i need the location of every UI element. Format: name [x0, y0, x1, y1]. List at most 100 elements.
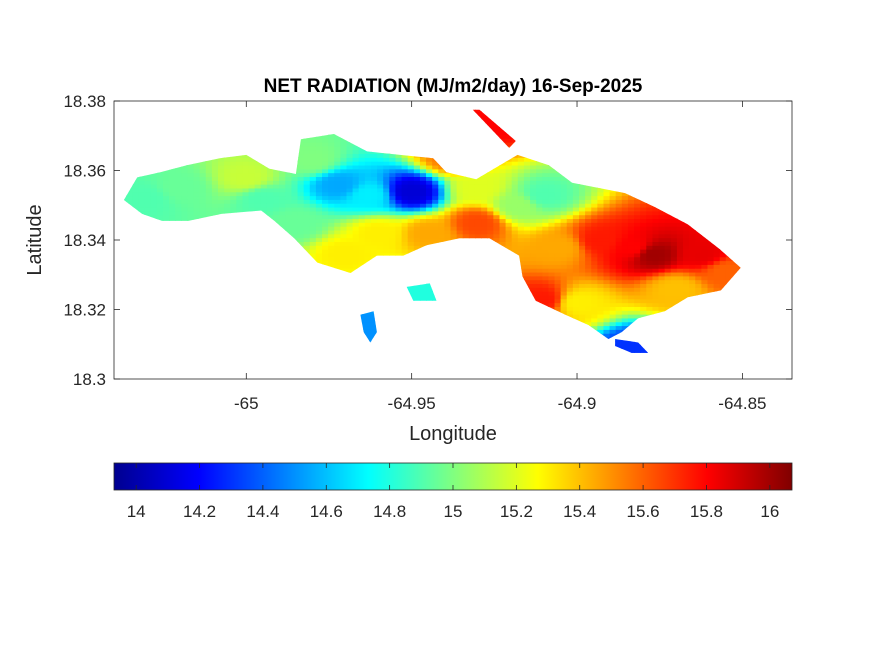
heatmap-cell — [242, 206, 250, 212]
heatmap-cell — [377, 184, 384, 189]
heatmap-cell — [505, 241, 513, 246]
heatmap-cell — [474, 214, 482, 220]
heatmap-cell — [309, 161, 317, 166]
heatmap-cell — [395, 153, 403, 158]
heatmap-cell — [279, 199, 286, 204]
heatmap-cell — [334, 241, 341, 246]
heatmap-cell — [370, 199, 378, 204]
heatmap-cell — [395, 249, 403, 254]
heatmap-cell — [456, 210, 464, 216]
heatmap-cell — [438, 229, 445, 235]
heatmap-cell — [254, 206, 262, 212]
heatmap-cell — [199, 184, 207, 189]
heatmap-cell — [481, 210, 488, 216]
heatmap-cell — [474, 229, 482, 235]
heatmap-cell — [273, 203, 280, 208]
heatmap-cell — [334, 252, 341, 258]
heatmap-cell — [413, 191, 421, 197]
heatmap-cell — [468, 199, 476, 204]
heatmap-cell — [419, 168, 427, 174]
heatmap-cell — [218, 164, 225, 170]
heatmap-cell — [370, 333, 378, 338]
heatmap-cell — [383, 214, 390, 220]
heatmap-cell — [352, 168, 360, 174]
heatmap-cell — [444, 191, 452, 197]
heatmap-cell — [370, 241, 378, 246]
heatmap-cell — [199, 195, 207, 200]
heatmap-cell — [370, 214, 378, 220]
heatmap-cell — [150, 191, 158, 197]
heatmap-cell — [162, 195, 170, 200]
heatmap-cell — [187, 168, 195, 174]
heatmap-cell — [346, 206, 354, 212]
heatmap-cell — [370, 325, 378, 330]
heatmap-cell — [181, 203, 189, 208]
heatmap-cell — [499, 191, 507, 197]
heatmap-cell — [132, 203, 140, 208]
heatmap-cell — [297, 210, 305, 216]
heatmap-cell — [175, 191, 182, 197]
heatmap-cell — [328, 203, 335, 208]
heatmap-cell — [493, 199, 501, 204]
heatmap-cell — [395, 199, 403, 204]
heatmap-cell — [303, 233, 311, 239]
heatmap-cell — [419, 180, 427, 185]
heatmap-cell — [487, 233, 494, 239]
heatmap-cell — [377, 191, 384, 197]
heatmap-cell — [315, 153, 323, 158]
heatmap-cell — [511, 229, 519, 235]
heatmap-cell — [315, 187, 323, 193]
heatmap-cell — [383, 187, 390, 193]
heatmap-cell — [481, 115, 488, 120]
heatmap-cell — [334, 233, 341, 239]
heatmap-cell — [303, 214, 311, 220]
heatmap-cell — [211, 191, 219, 197]
heatmap-cell — [193, 214, 201, 220]
heatmap-cell — [340, 187, 348, 193]
heatmap-cell — [138, 203, 146, 208]
heatmap-cell — [266, 214, 274, 220]
heatmap-cell — [346, 222, 354, 227]
heatmap-cell — [193, 199, 201, 204]
heatmap-cell — [169, 214, 176, 220]
heatmap-cell — [315, 218, 323, 223]
heatmap-cell — [401, 172, 409, 177]
heatmap-cell — [358, 210, 366, 216]
heatmap-cell — [236, 157, 244, 162]
heatmap-cell — [138, 195, 146, 200]
heatmap-cell — [175, 218, 182, 223]
heatmap-cell — [334, 187, 341, 193]
heatmap-cell — [505, 214, 513, 220]
heatmap-cell — [328, 142, 335, 147]
heatmap-cell — [358, 229, 366, 235]
heatmap-cell — [413, 195, 421, 200]
heatmap-cell — [352, 145, 360, 151]
heatmap-cell — [187, 199, 195, 204]
heatmap-cell — [303, 245, 311, 250]
heatmap-cell — [493, 229, 501, 235]
heatmap-cell — [260, 191, 268, 197]
heatmap-cell — [156, 172, 164, 177]
heatmap-cell — [352, 245, 360, 250]
heatmap-cell — [279, 206, 286, 212]
heatmap-cell — [395, 187, 403, 193]
heatmap-cell — [291, 210, 299, 216]
heatmap-cell — [132, 184, 140, 189]
heatmap-cell — [346, 149, 354, 155]
heatmap-cell — [156, 210, 164, 216]
heatmap-cell — [468, 191, 476, 197]
heatmap-cell — [205, 184, 213, 189]
heatmap-cell — [254, 195, 262, 200]
heatmap-cell — [211, 195, 219, 200]
heatmap-cell — [370, 206, 378, 212]
heatmap-cell — [328, 195, 335, 200]
heatmap-cell — [340, 218, 348, 223]
heatmap-cell — [426, 180, 433, 185]
heatmap-cell — [322, 134, 329, 139]
heatmap-cell — [303, 229, 311, 235]
heatmap-cell — [438, 180, 445, 185]
heatmap-cell — [407, 229, 415, 235]
heatmap-cell — [481, 218, 488, 223]
heatmap-cell — [370, 233, 378, 239]
heatmap-cell — [383, 206, 390, 212]
